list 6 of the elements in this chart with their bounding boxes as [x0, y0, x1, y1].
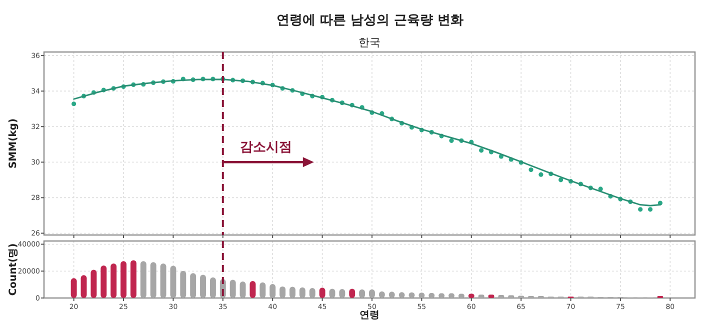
annotation: 감소시점 [240, 140, 292, 156]
chart-subtitle: 한국 [358, 36, 380, 49]
x-axis-title: 연령 [360, 310, 380, 321]
y-axis-title: SMM(kg) [8, 118, 19, 169]
chart-title: 연령에 따른 남성의 근육량 변화 [276, 13, 464, 28]
y-axis-title: Count(명) [8, 243, 19, 296]
